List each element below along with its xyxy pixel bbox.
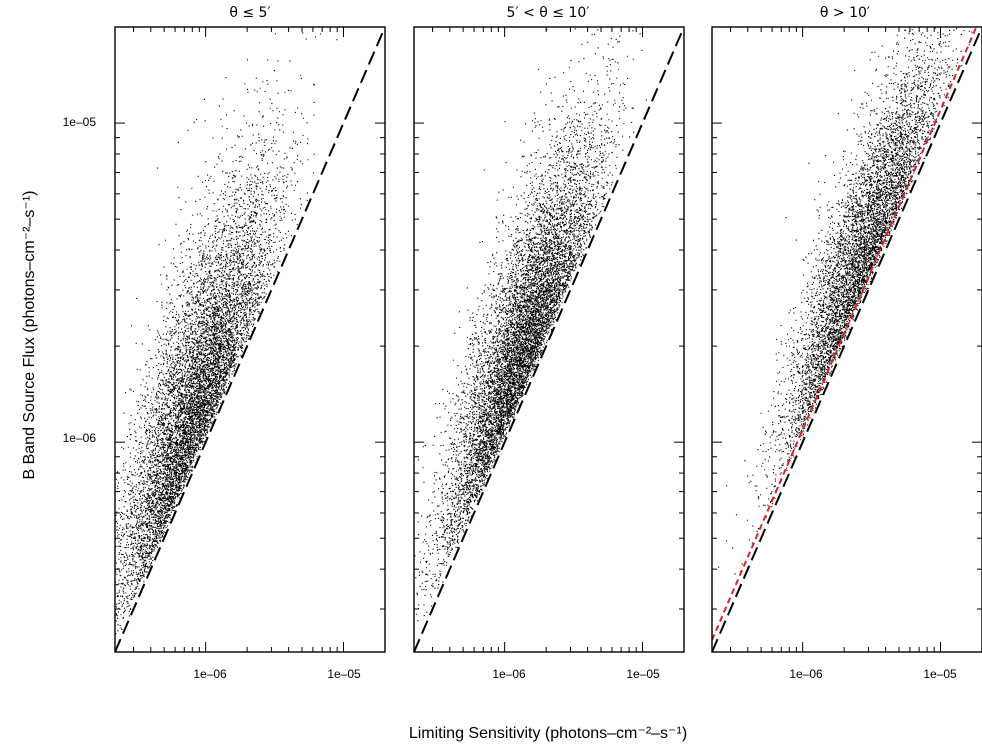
panel-title: θ > 10′ [820,5,870,21]
x-tick-label: 1e–05 [923,667,957,681]
scatter-point-cloud [414,28,647,622]
panel-theta-le-5: θ ≤ 5′ 1e–05 1e–06 1e–06 1e–05 [63,5,386,681]
equality-line [712,27,982,652]
axis-ticks [115,26,386,652]
plot-frame [711,26,982,653]
panel-theta-gt-10: θ > 10′ 1e–06 1e–05 [711,5,982,681]
y-tick-label: 1e–05 [63,115,97,129]
axis-ticks [712,26,982,652]
reference-lines [712,27,982,652]
scatter-points [718,27,973,603]
panel-title: θ ≤ 5′ [229,5,270,21]
x-axis-label: Limiting Sensitivity (photons–cm⁻²–s⁻¹) [409,725,687,742]
scatter-points [115,32,338,635]
x-tick-label: 1e–05 [626,667,660,681]
x-tick-label: 1e–06 [193,667,227,681]
reference-lines [115,27,385,652]
equality-line [414,27,684,652]
x-tick-label: 1e–06 [789,667,823,681]
equality-line [115,27,385,652]
x-tick-label: 1e–06 [492,667,526,681]
y-tick-label: 1e–06 [63,431,97,445]
scatter-point-cloud [718,27,973,603]
reference-lines [414,27,684,652]
fit-line [712,27,978,641]
x-tick-label: 1e–05 [327,667,361,681]
y-axis-label: B Band Source Flux (photons–cm⁻²–s⁻¹) [21,190,38,479]
scatter-point-cloud [115,32,338,635]
plot-frame [114,26,386,653]
plot-frame [413,26,685,653]
panel-title: 5′ < θ ≤ 10′ [507,5,590,21]
scatter-points [414,28,647,622]
panel-theta-5-10: 5′ < θ ≤ 10′ 1e–06 1e–05 [413,5,685,681]
